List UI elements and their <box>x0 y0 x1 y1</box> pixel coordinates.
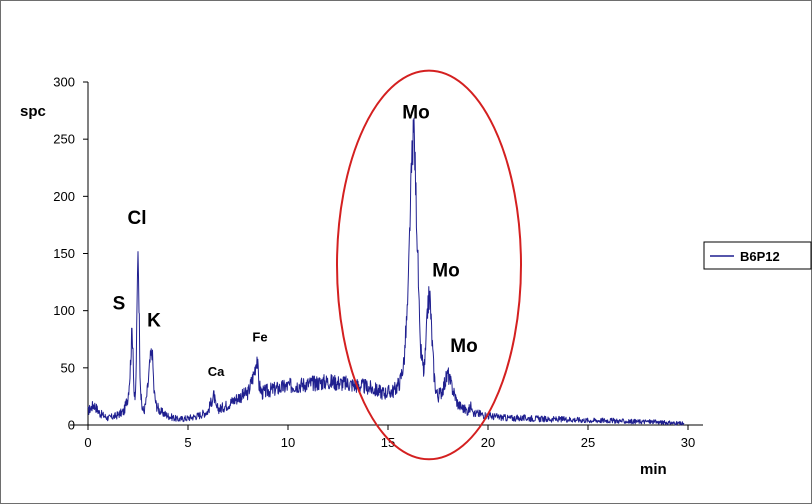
y-tick-label: 200 <box>53 189 75 204</box>
peak-label-ca: Ca <box>208 364 225 379</box>
x-axis-title: min <box>640 461 667 478</box>
highlight-ellipse <box>336 69 522 461</box>
series-line-b6p12 <box>87 117 685 426</box>
peak-label-s: S <box>113 294 126 315</box>
y-tick-label: 150 <box>53 246 75 261</box>
peak-label-fe: Fe <box>252 330 267 345</box>
y-axis-title: spc <box>20 103 46 120</box>
series-layer <box>87 117 685 426</box>
peak-label-mo: Mo <box>450 336 477 357</box>
x-tick-label: 25 <box>581 435 595 450</box>
annotation-layer: S Cl K Ca Fe Mo Mo Mo <box>113 103 478 379</box>
x-tick-label: 15 <box>381 435 395 450</box>
peak-label-cl: Cl <box>128 208 147 229</box>
y-tick-label: 300 <box>53 75 75 90</box>
peak-label-k: K <box>147 311 161 332</box>
y-tick-label: 100 <box>53 303 75 318</box>
x-tick-label: 0 <box>84 435 91 450</box>
peak-label-mo: Mo <box>432 260 459 281</box>
x-tick-label: 30 <box>681 435 695 450</box>
y-axis-ticks: 0 50 100 150 200 250 300 <box>53 75 88 433</box>
y-tick-label: 0 <box>68 418 75 433</box>
y-tick-label: 50 <box>61 360 75 375</box>
y-tick-label: 250 <box>53 132 75 147</box>
peak-label-mo: Mo <box>402 103 429 124</box>
x-axis-ticks: 0 5 10 15 20 25 30 <box>84 425 695 450</box>
x-tick-label: 5 <box>184 435 191 450</box>
legend: B6P12 <box>703 241 812 270</box>
legend-label-b6p12: B6P12 <box>740 249 780 264</box>
x-tick-label: 10 <box>281 435 295 450</box>
x-tick-label: 20 <box>481 435 495 450</box>
